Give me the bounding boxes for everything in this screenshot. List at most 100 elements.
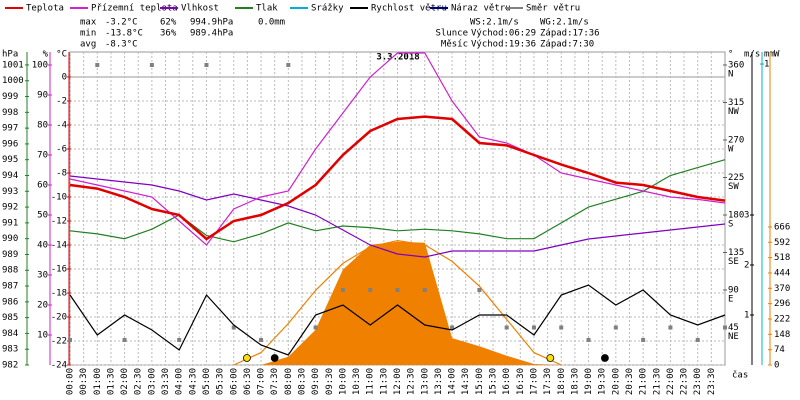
y-tick-label: 988 xyxy=(2,266,18,276)
compass-label: SW xyxy=(728,182,739,192)
axis-unit: °C xyxy=(56,50,67,60)
direction-dot xyxy=(723,325,727,330)
y-tick-label: 50 xyxy=(37,210,48,220)
stat-label: max xyxy=(80,18,97,28)
direction-dot xyxy=(204,63,209,67)
series-line xyxy=(233,239,562,366)
sun-rise: Východ:06:29 xyxy=(471,29,536,39)
y-tick-label: 360 xyxy=(728,61,744,71)
y-tick-label: 992 xyxy=(2,203,18,213)
y-tick-label: 225 xyxy=(728,173,744,183)
x-tick-label: 18:30 xyxy=(570,368,580,395)
solar-area xyxy=(70,241,725,365)
x-tick-label: 02:30 xyxy=(134,368,144,395)
y-tick-label: -20 xyxy=(51,312,67,322)
compass-label: S xyxy=(728,220,733,230)
x-tick-label: 15:00 xyxy=(475,368,485,395)
y-tick-label: 2 xyxy=(744,261,749,271)
y-tick-label: 984 xyxy=(2,329,18,339)
x-tick-label: 21:30 xyxy=(652,368,662,395)
y-tick-label: 296 xyxy=(774,299,790,309)
x-tick-label: 09:00 xyxy=(311,368,321,395)
x-tick-label: 16:00 xyxy=(502,368,512,395)
y-tick-label: 989 xyxy=(2,250,18,260)
direction-dot xyxy=(149,63,154,67)
y-tick-label: -6 xyxy=(56,144,67,154)
y-tick-label: -14 xyxy=(51,240,67,250)
stat-label: min xyxy=(80,29,96,39)
y-tick-label: 1001 xyxy=(2,60,24,70)
legend-label: Přízemní teplota xyxy=(91,4,178,14)
y-tick-label: 982 xyxy=(2,361,18,371)
moon-label: Měsíc xyxy=(441,40,468,50)
y-tick-label: 1 xyxy=(744,311,749,321)
y-tick-label: 996 xyxy=(2,139,18,149)
y-tick-label: 1 xyxy=(764,60,769,70)
compass-label: NW xyxy=(728,107,739,117)
y-tick-label: 180 xyxy=(728,211,744,221)
x-tick-label: 03:00 xyxy=(147,368,157,395)
stat-label: avg xyxy=(80,40,96,50)
y-tick-label: 985 xyxy=(2,313,18,323)
x-tick-label: 06:00 xyxy=(229,368,239,395)
direction-dot xyxy=(641,338,646,342)
compass-label: NE xyxy=(728,332,739,342)
sun-label: Slunce xyxy=(435,29,468,39)
x-tick-label: 15:30 xyxy=(489,368,499,395)
axis-unit: ° xyxy=(728,50,733,60)
compass-label: SE xyxy=(728,257,739,267)
y-tick-label: 1000 xyxy=(2,76,24,86)
x-tick-label: 06:30 xyxy=(243,368,253,395)
direction-dot xyxy=(477,288,482,292)
x-tick-label: 11:00 xyxy=(366,368,376,395)
legend-label: Tlak xyxy=(256,4,278,14)
x-tick-label: 11:30 xyxy=(379,368,389,395)
y-tick-label: 3 xyxy=(744,211,749,221)
x-tick-label: 07:00 xyxy=(257,368,267,395)
y-tick-label: 148 xyxy=(774,330,790,340)
y-tick-label: 80 xyxy=(37,120,48,130)
y-tick-label: 994 xyxy=(2,171,18,181)
y-tick-label: 90 xyxy=(37,90,48,100)
x-tick-label: 20:30 xyxy=(625,368,635,395)
direction-dot xyxy=(340,288,345,292)
wind-stat: WG:2.1m/s xyxy=(540,18,589,28)
x-tick-label: 17:00 xyxy=(529,368,539,395)
stat-value: -8.3°C xyxy=(105,40,138,50)
y-tick-label: 315 xyxy=(728,98,744,108)
legend-label: Vlhkost xyxy=(181,4,219,14)
x-tick-label: 04:00 xyxy=(175,368,185,395)
x-tick-label: 08:30 xyxy=(297,368,307,395)
y-tick-label: 90 xyxy=(728,286,739,296)
x-tick-label: 10:30 xyxy=(352,368,362,395)
legend-label: Rychlost větru xyxy=(371,4,447,14)
x-tick-label: 05:00 xyxy=(202,368,212,395)
y-tick-label: 0 xyxy=(62,72,67,82)
sun-set: Západ:17:36 xyxy=(540,29,600,39)
stat-value: 62% xyxy=(160,18,177,28)
y-tick-label: 999 xyxy=(2,92,18,102)
x-tick-label: 05:30 xyxy=(216,368,226,395)
y-tick-label: 997 xyxy=(2,124,18,134)
direction-dot xyxy=(286,63,291,67)
x-tick-label: 13:00 xyxy=(420,368,430,395)
direction-dot xyxy=(259,338,264,342)
x-tick-label: 20:00 xyxy=(611,368,621,395)
x-tick-label: 22:30 xyxy=(680,368,690,395)
x-tick-label: 16:30 xyxy=(516,368,526,395)
x-tick-label: 02:00 xyxy=(120,368,130,395)
series-line xyxy=(69,175,726,258)
y-tick-label: -12 xyxy=(51,216,67,226)
x-tick-label: 09:30 xyxy=(325,368,335,395)
y-tick-label: 70 xyxy=(37,150,48,160)
stat-value: 0.0mm xyxy=(258,18,285,28)
stat-value: 989.4hPa xyxy=(190,29,233,39)
legend-label: Směr větru xyxy=(526,4,580,14)
direction-dot xyxy=(177,338,182,342)
x-tick-label: 12:30 xyxy=(407,368,417,395)
moon-rise: Východ:19:36 xyxy=(471,40,536,50)
legend-label: Teplota xyxy=(26,4,64,14)
direction-dot xyxy=(422,288,427,292)
direction-dot xyxy=(122,338,127,342)
